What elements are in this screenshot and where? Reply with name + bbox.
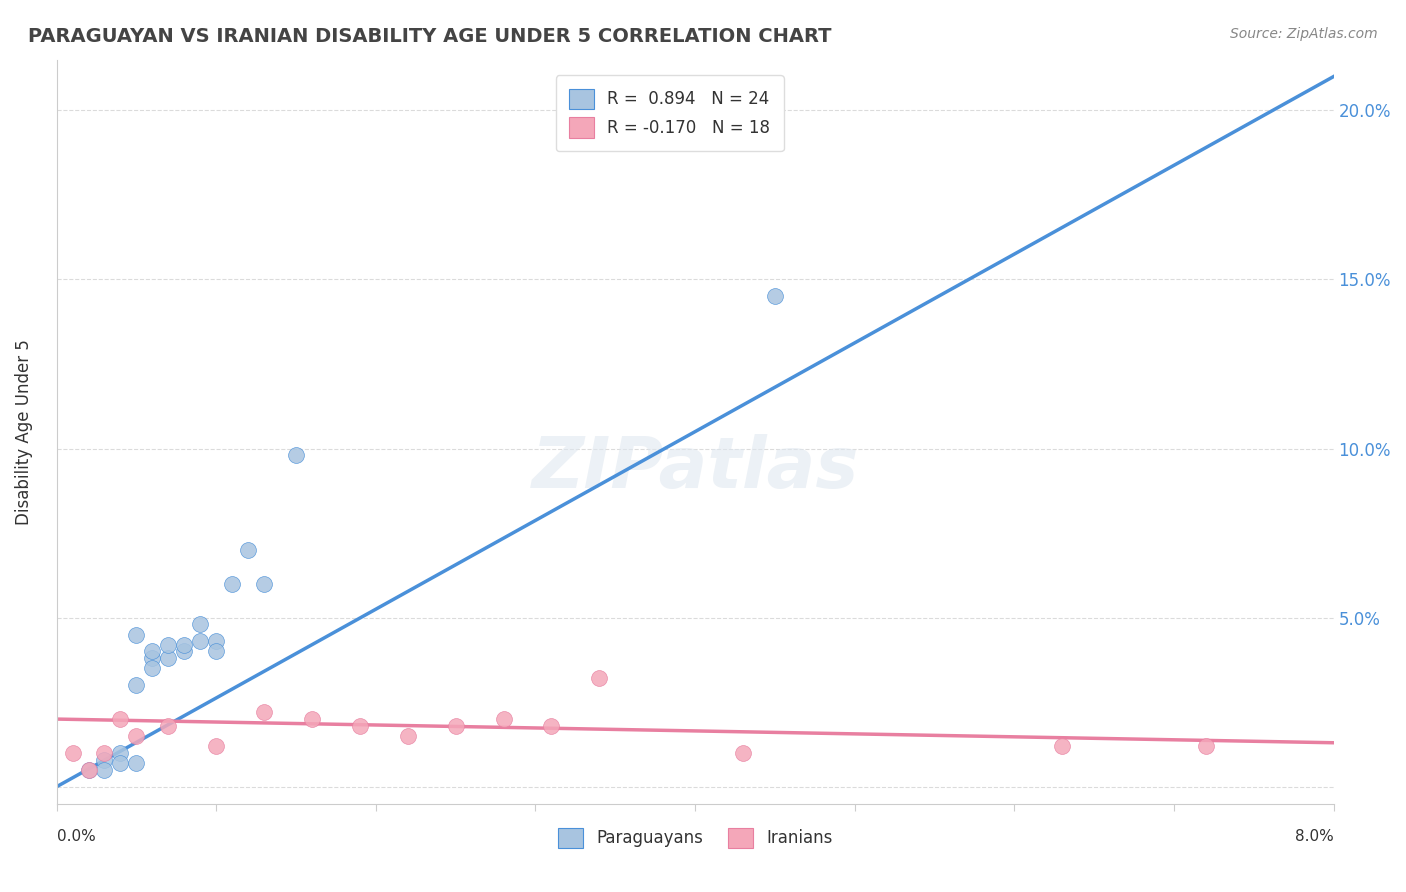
Point	[125, 678, 148, 692]
Point	[396, 729, 419, 743]
Point	[77, 763, 100, 777]
Point	[253, 706, 276, 720]
Point	[205, 739, 228, 753]
Point	[125, 627, 148, 641]
Point	[62, 746, 84, 760]
Point	[125, 756, 148, 770]
Point	[301, 712, 323, 726]
Point	[1052, 739, 1074, 753]
Point	[157, 651, 180, 665]
Point	[285, 448, 308, 462]
Point	[93, 763, 115, 777]
Text: Source: ZipAtlas.com: Source: ZipAtlas.com	[1230, 27, 1378, 41]
Text: ZIPatlas: ZIPatlas	[531, 434, 859, 503]
Text: 8.0%: 8.0%	[1295, 829, 1334, 844]
Point	[141, 651, 163, 665]
Point	[110, 746, 132, 760]
Point	[173, 644, 195, 658]
Point	[731, 746, 754, 760]
Point	[173, 638, 195, 652]
Text: PARAGUAYAN VS IRANIAN DISABILITY AGE UNDER 5 CORRELATION CHART: PARAGUAYAN VS IRANIAN DISABILITY AGE UND…	[28, 27, 831, 45]
Point	[205, 644, 228, 658]
Point	[349, 719, 371, 733]
Point	[141, 644, 163, 658]
Text: 0.0%: 0.0%	[56, 829, 96, 844]
Point	[93, 753, 115, 767]
Point	[110, 712, 132, 726]
Point	[157, 638, 180, 652]
Point	[238, 543, 260, 558]
Point	[763, 289, 786, 303]
Point	[492, 712, 515, 726]
Point	[188, 634, 211, 648]
Point	[188, 617, 211, 632]
Y-axis label: Disability Age Under 5: Disability Age Under 5	[15, 339, 32, 524]
Point	[157, 719, 180, 733]
Point	[125, 729, 148, 743]
Point	[221, 576, 243, 591]
Point	[77, 763, 100, 777]
Point	[93, 746, 115, 760]
Legend: Paraguayans, Iranians: Paraguayans, Iranians	[551, 822, 839, 855]
Point	[141, 661, 163, 675]
Point	[205, 634, 228, 648]
Point	[1195, 739, 1218, 753]
Point	[540, 719, 562, 733]
Point	[253, 576, 276, 591]
Point	[588, 672, 610, 686]
Point	[110, 756, 132, 770]
Point	[444, 719, 467, 733]
